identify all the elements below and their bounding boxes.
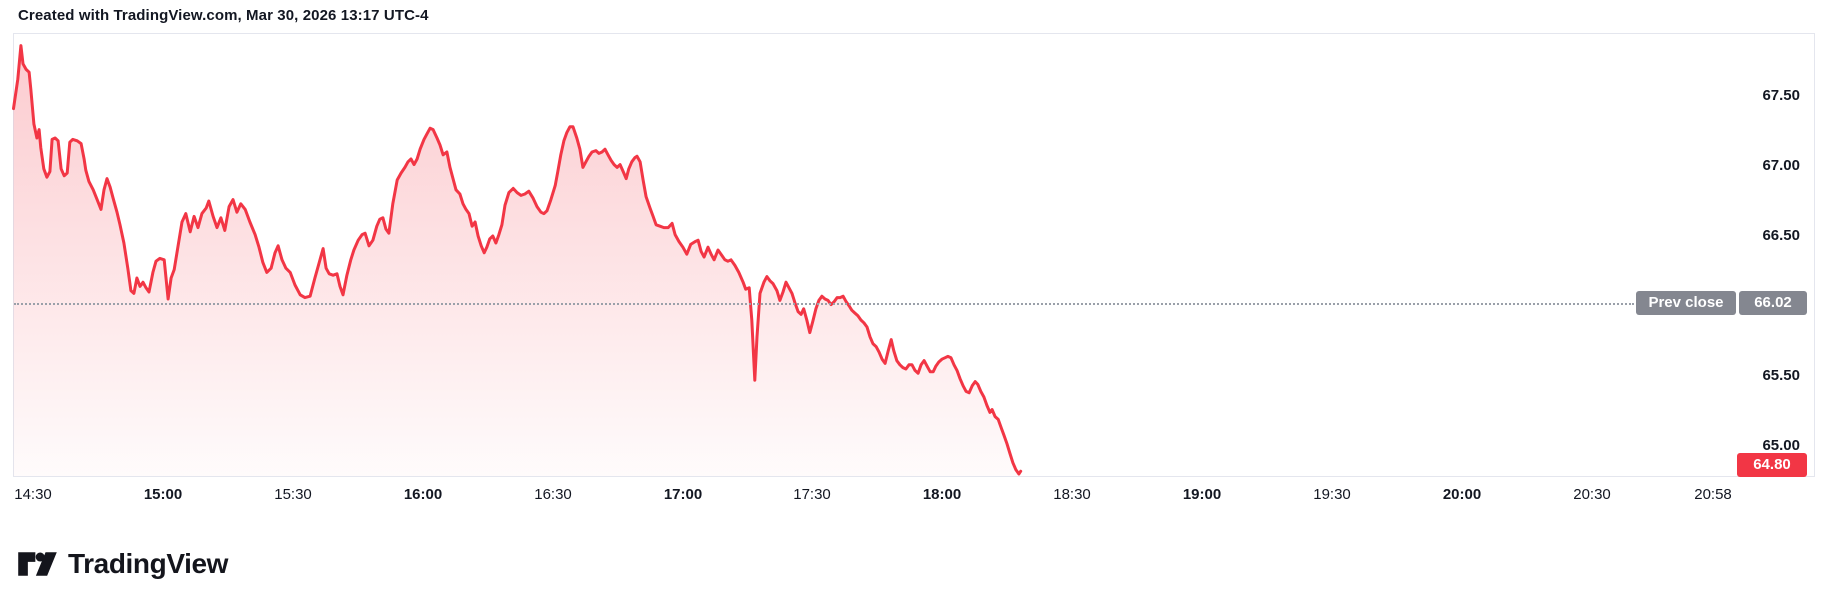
time-tick-label: 16:00 bbox=[403, 486, 443, 503]
tradingview-logo-icon bbox=[18, 552, 57, 576]
prev-close-value-badge: 66.02 bbox=[1739, 291, 1807, 315]
price-tick-label: 66.50 bbox=[1762, 227, 1800, 244]
time-tick-label: 16:30 bbox=[534, 486, 572, 503]
time-tick-label: 15:30 bbox=[274, 486, 312, 503]
time-tick-label: 19:00 bbox=[1182, 486, 1222, 503]
time-tick-label: 20:58 bbox=[1694, 486, 1732, 503]
time-tick-label: 14:30 bbox=[14, 486, 52, 503]
tradingview-wordmark: TradingView bbox=[68, 548, 229, 579]
attribution-text: Created with TradingView.com, Mar 30, 20… bbox=[18, 7, 429, 24]
time-tick-label: 17:30 bbox=[793, 486, 831, 503]
time-tick-label: 18:00 bbox=[922, 486, 962, 503]
tradingview-branding[interactable]: TradingView bbox=[18, 549, 228, 579]
price-line bbox=[12, 44, 1023, 476]
time-tick-label: 20:30 bbox=[1573, 486, 1611, 503]
time-tick-label: 19:30 bbox=[1313, 486, 1351, 503]
time-tick-label: 15:00 bbox=[143, 486, 183, 503]
prev-close-label-badge: Prev close bbox=[1636, 291, 1736, 315]
time-tick-label: 20:00 bbox=[1442, 486, 1482, 503]
price-tick-label: 65.00 bbox=[1762, 437, 1800, 454]
time-tick-label: 17:00 bbox=[663, 486, 703, 503]
last-price-badge: 64.80 bbox=[1737, 453, 1807, 477]
prev-close-dotted-line bbox=[14, 303, 1634, 305]
price-tick-label: 67.00 bbox=[1762, 157, 1800, 174]
price-tick-label: 65.50 bbox=[1762, 367, 1800, 384]
time-tick-label: 18:30 bbox=[1053, 486, 1091, 503]
price-tick-label: 67.50 bbox=[1762, 87, 1800, 104]
area-fill bbox=[13, 45, 1021, 476]
